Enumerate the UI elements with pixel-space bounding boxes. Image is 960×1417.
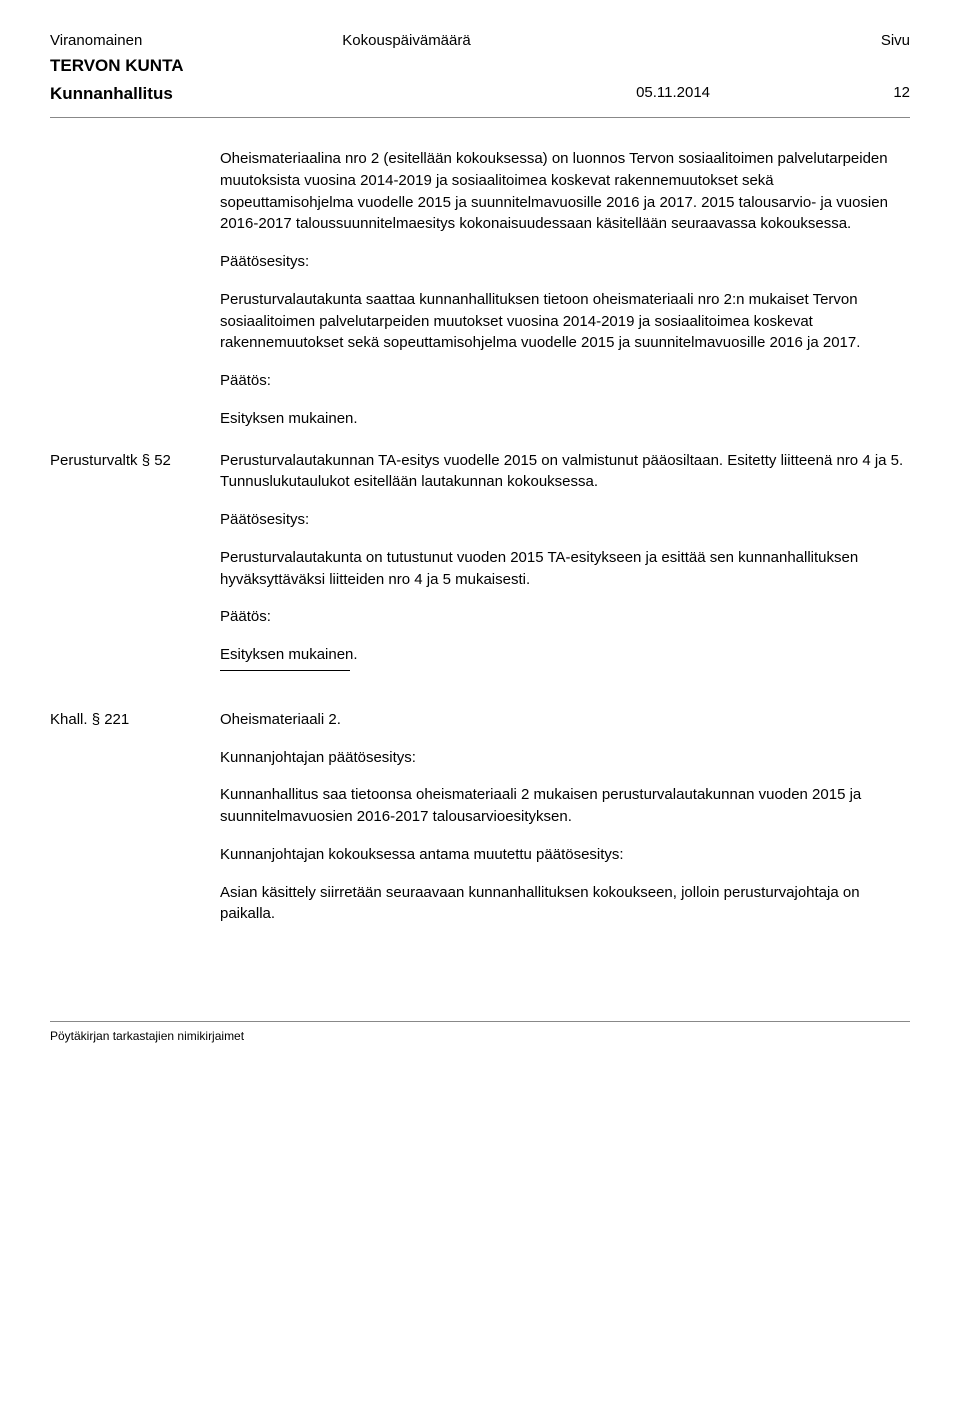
section-label-perusturvaltk: Perusturvaltk § 52 <box>50 450 220 689</box>
board-name: Kunnanhallitus <box>50 82 173 107</box>
label-paatos-1: Päätös: <box>220 370 910 392</box>
section-label-khall: Khall. § 221 <box>50 709 220 941</box>
s3-kj-muutettu-body: Asian käsittely siirretään seuraavaan ku… <box>220 882 910 926</box>
intro-block: Oheismateriaalina nro 2 (esitellään koko… <box>220 148 910 430</box>
section-perusturvaltk: Perusturvaltk § 52 Perusturvalautakunnan… <box>50 450 910 689</box>
s2-para2: Perusturvalautakunta on tutustunut vuode… <box>220 547 910 591</box>
s3-kj-muutettu-label: Kunnanjohtajan kokouksessa antama muutet… <box>220 844 910 866</box>
org-name: TERVON KUNTA <box>50 54 910 79</box>
esityksen-mukainen-1: Esityksen mukainen. <box>220 408 910 430</box>
s3-kj-esitys-label: Kunnanjohtajan päätösesitys: <box>220 747 910 769</box>
para-esitys-1: Perusturvalautakunta saattaa kunnanhalli… <box>220 289 910 354</box>
page-label: Sivu <box>881 30 910 52</box>
para-intro: Oheismateriaalina nro 2 (esitellään koko… <box>220 148 910 235</box>
header-rule <box>50 117 910 118</box>
footer: Pöytäkirjan tarkastajien nimikirjaimet <box>50 1021 910 1045</box>
footer-text: Pöytäkirjan tarkastajien nimikirjaimet <box>50 1029 244 1043</box>
org-name-text: TERVON KUNTA <box>50 56 184 75</box>
section-body-perusturvaltk: Perusturvalautakunnan TA-esitys vuodelle… <box>220 450 910 689</box>
label-paatosesitys-2: Päätösesitys: <box>220 509 910 531</box>
section-body-khall: Oheismateriaali 2. Kunnanjohtajan päätös… <box>220 709 910 941</box>
authority-label: Viranomainen <box>50 30 142 52</box>
esityksen-mukainen-2: Esityksen mukainen. <box>220 644 910 666</box>
label-paatos-2: Päätös: <box>220 606 910 628</box>
s3-kj-esitys-body: Kunnanhallitus saa tietoonsa oheismateri… <box>220 784 910 828</box>
s3-oheismateriaali: Oheismateriaali 2. <box>220 709 910 731</box>
section-khall: Khall. § 221 Oheismateriaali 2. Kunnanjo… <box>50 709 910 941</box>
date-label: Kokouspäivämäärä <box>142 30 881 52</box>
label-paatosesitys-1: Päätösesitys: <box>220 251 910 273</box>
underline-rule <box>220 670 350 671</box>
page-number: 12 <box>893 82 910 107</box>
meeting-date: 05.11.2014 <box>356 82 710 107</box>
header-labels-row: Viranomainen Kokouspäivämäärä Sivu <box>50 30 910 52</box>
meeting-row: Kunnanhallitus 05.11.2014 12 <box>50 82 910 107</box>
s2-para1: Perusturvalautakunnan TA-esitys vuodelle… <box>220 450 910 494</box>
